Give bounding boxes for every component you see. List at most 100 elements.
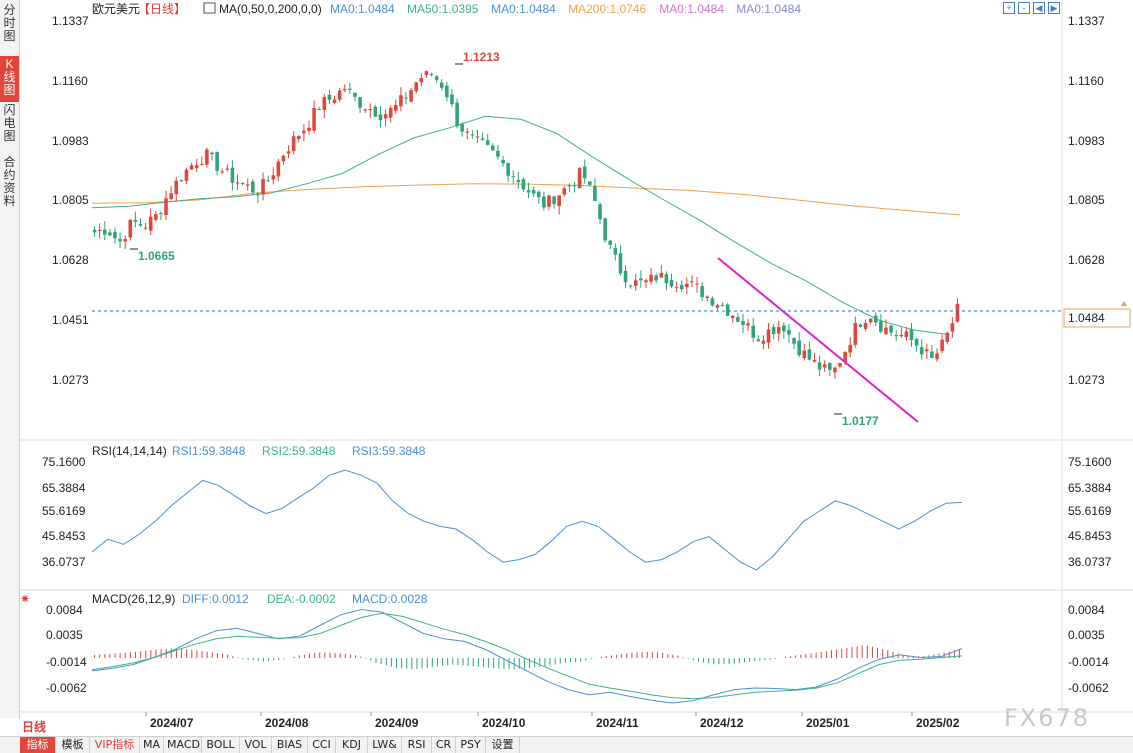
period-label[interactable]: 日线 [22, 720, 47, 734]
candle-body [194, 165, 199, 169]
indicator-settings-icon[interactable] [203, 2, 216, 14]
low-label-2: 1.0177 [842, 414, 879, 428]
candle-body [833, 367, 837, 373]
macd-tick-right: -0.0014 [1068, 655, 1109, 669]
candle-body [746, 323, 750, 326]
candle-body [501, 159, 505, 164]
candle-body [205, 149, 209, 165]
toolbar-item-12[interactable]: CR [432, 737, 456, 753]
scroll-left-icon[interactable]: ◀ [1033, 2, 1045, 14]
candle-body [649, 274, 653, 282]
candle-body [557, 195, 561, 206]
candle-body [92, 229, 97, 233]
candle-body [434, 76, 439, 80]
toolbar-item-14[interactable]: 设置 [486, 737, 520, 753]
candle-body [210, 152, 214, 155]
toolbar-item-13[interactable]: PSY [456, 737, 486, 753]
sidebar-item-timeshare[interactable]: 分时图 [3, 3, 16, 43]
candle-body [245, 184, 250, 186]
rsi-value-0: RSI1:59.3848 [172, 444, 246, 458]
candle-body [378, 114, 383, 121]
toolbar-item-4[interactable]: MACD [164, 737, 202, 753]
candle-body [184, 169, 189, 181]
price-tick-left: 1.0983 [52, 134, 89, 148]
zoom-out-icon[interactable]: - [1018, 2, 1030, 14]
candle-body [373, 106, 378, 117]
macd-settings-icon[interactable]: ✷ [20, 592, 30, 606]
chart-svg[interactable]: 欧元美元 【日线】 MA(0,50,0,200,0,0) MA0:1.0484 M… [0, 0, 1133, 736]
candle-body [797, 340, 801, 356]
candle-body [879, 321, 883, 332]
candle-body [720, 305, 725, 307]
candle-body [199, 164, 204, 166]
candle-body [271, 175, 276, 180]
candle-body [281, 155, 286, 162]
candle-body [251, 181, 255, 193]
candle-body [516, 179, 521, 183]
candle-body [511, 176, 516, 178]
candle-body [639, 278, 643, 281]
ma-value-1: MA50:1.0395 [407, 2, 479, 16]
candle-body [368, 109, 373, 111]
candle-body [710, 298, 715, 306]
candle-body [679, 285, 684, 290]
rsi-tick-right: 75.1600 [1068, 455, 1112, 469]
candle-body [858, 324, 863, 327]
sidebar-item-contract[interactable]: 合约资料 [3, 155, 16, 208]
sidebar-item-kline[interactable]: K线图 [0, 56, 19, 102]
rsi-tick-left: 45.8453 [42, 529, 86, 543]
macd-tick-left: -0.0014 [46, 655, 87, 669]
rsi-value-2: RSI3:59.3848 [352, 444, 426, 458]
toolbar-item-6[interactable]: VOL [240, 737, 272, 753]
price-tick-right: 1.0273 [1068, 373, 1105, 387]
candle-body [491, 145, 495, 151]
candle-body [409, 90, 413, 102]
candle-body [603, 218, 607, 241]
candle-body [485, 140, 490, 145]
toolbar-item-3[interactable]: MA [140, 737, 164, 753]
toolbar-item-2[interactable]: VIP指标 [90, 737, 140, 753]
candle-body [894, 335, 898, 337]
candle-body [394, 104, 398, 111]
candle-body [348, 88, 352, 90]
current-price-box [1063, 308, 1131, 328]
candle-body [766, 329, 771, 343]
toolbar-item-7[interactable]: BIAS [272, 737, 308, 753]
candle-body [445, 85, 449, 98]
candle-body [552, 196, 556, 205]
toolbar-item-10[interactable]: LW& [368, 737, 402, 753]
candle-body [297, 136, 301, 140]
candle-body [935, 353, 939, 360]
candle-body [945, 332, 950, 342]
candle-body [909, 329, 914, 341]
ma50-line [91, 115, 951, 336]
scroll-right-icon[interactable]: ▶ [1048, 2, 1060, 14]
rsi-value-1: RSI2:59.3848 [262, 444, 336, 458]
candle-body [465, 131, 470, 133]
toolbar-item-0[interactable]: 指标 [20, 737, 56, 753]
candle-body [787, 329, 791, 335]
candle-body [133, 220, 138, 222]
candle-body [317, 108, 321, 110]
candle-body [792, 337, 796, 344]
candle-body [925, 349, 929, 352]
toolbar-item-5[interactable]: BOLL [202, 737, 240, 753]
candle-body [843, 352, 847, 363]
sidebar-item-lightning[interactable]: 闪电图 [3, 103, 16, 143]
candle-body [399, 95, 403, 107]
toolbar-item-8[interactable]: CCI [308, 737, 336, 753]
candle-body [383, 114, 388, 119]
x-axis-label: 2024/09 [375, 716, 419, 730]
ma-value-3: MA200:1.0746 [568, 2, 646, 16]
toolbar-item-9[interactable]: KDJ [336, 737, 368, 753]
zoom-in-icon[interactable]: + [1003, 2, 1015, 14]
toolbar-item-1[interactable]: 模板 [56, 737, 90, 753]
macd-value-0: DIFF:0.0012 [182, 592, 249, 606]
candle-body [741, 321, 745, 325]
candle-body [475, 136, 480, 138]
candle-body [889, 325, 893, 333]
toolbar-item-11[interactable]: RSI [402, 737, 432, 753]
candle-body [235, 182, 240, 184]
trendline[interactable] [717, 257, 919, 423]
macd-tick-left: 0.0084 [46, 603, 83, 617]
